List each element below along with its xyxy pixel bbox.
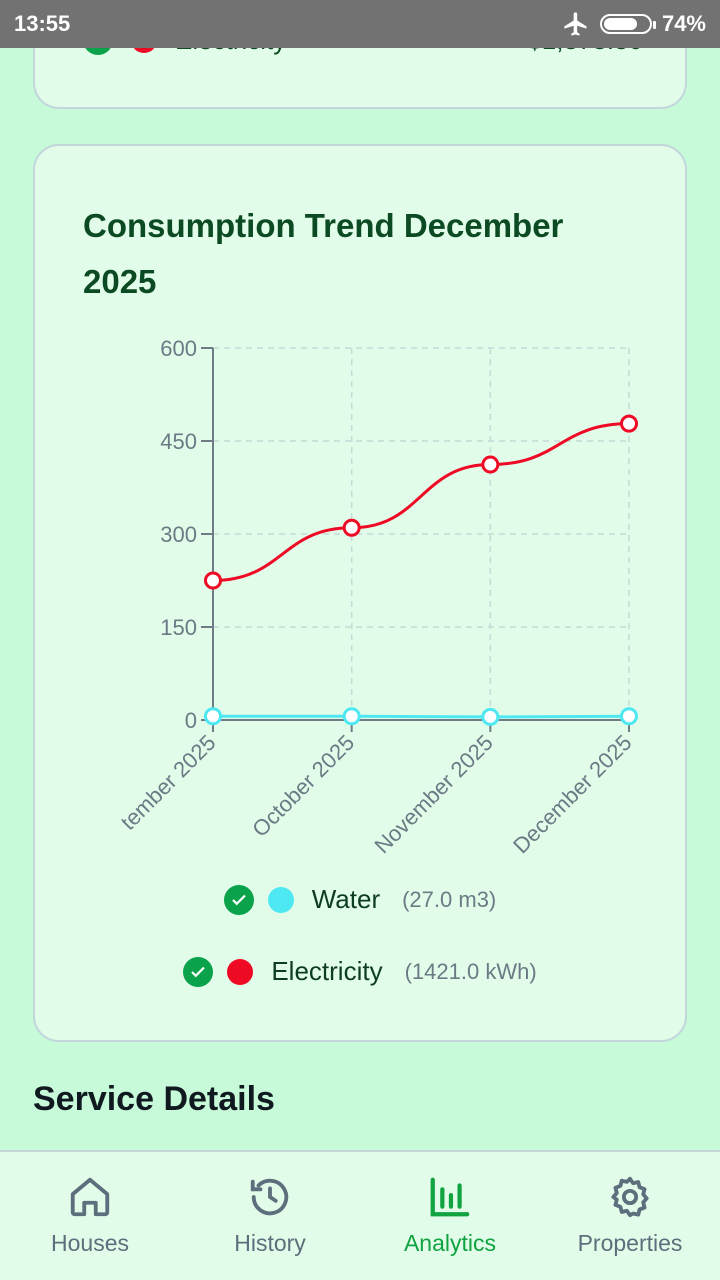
y-tick-label: 0: [185, 708, 197, 733]
data-point-water: [481, 707, 500, 726]
data-point-electricity: [204, 571, 222, 590]
x-tick-label: December 2025: [508, 730, 636, 858]
battery-icon: [599, 14, 656, 34]
x-tick-label: November 2025: [369, 730, 497, 858]
status-time: 13:55: [14, 11, 71, 36]
status-icons: 74%: [562, 10, 706, 38]
y-tick-label: 600: [160, 336, 197, 361]
battery-percent: 74%: [661, 11, 706, 36]
nav-label: History: [234, 1230, 306, 1256]
nav-item-houses[interactable]: Houses: [0, 1152, 180, 1280]
bar-chart-icon: [430, 1177, 470, 1217]
x-tick-label: October 2025: [247, 730, 359, 842]
check-icon[interactable]: [183, 956, 214, 987]
series-line-water: [213, 714, 630, 719]
battery-fill: [603, 18, 637, 30]
consumption-line-chart: 0 150 300 450 600 September 2025 October 2025 N…: [88, 336, 638, 863]
legend-item-electricity[interactable]: Electricity (1421.0 kWh): [35, 956, 685, 987]
nav-item-history[interactable]: History: [180, 1152, 360, 1280]
status-bar: 13:55 74%: [0, 0, 720, 48]
section-title-service-details: Service Details: [33, 1080, 275, 1118]
legend-name: Electricity: [271, 956, 383, 986]
nav-item-analytics[interactable]: Analytics: [360, 1152, 540, 1280]
legend-item-water[interactable]: Water (27.0 m3): [35, 884, 685, 915]
x-tick-label: September 2025: [88, 730, 221, 863]
nav-label: Analytics: [403, 1230, 497, 1256]
gear-icon: [611, 1176, 649, 1218]
y-tick-label: 300: [160, 522, 197, 547]
bottom-navigation: Houses History Analytics Properties: [0, 1150, 720, 1280]
data-point-water: [204, 707, 222, 726]
check-icon[interactable]: [223, 884, 254, 915]
airplane-mode-icon: [564, 12, 587, 36]
consumption-trend-card: Consumption Trend December 2025 0 150 300 4…: [33, 144, 687, 1042]
chart-title: Consumption Trend December 2025: [83, 207, 564, 300]
legend-value: (1421.0 kWh): [404, 958, 537, 984]
nav-label: Properties: [577, 1230, 683, 1256]
data-point-water: [342, 707, 361, 726]
legend-name: Water: [311, 884, 381, 914]
data-point-electricity: [342, 518, 361, 537]
nav-item-properties[interactable]: Properties: [540, 1152, 720, 1280]
nav-label: Houses: [51, 1230, 129, 1256]
house-icon: [70, 1177, 110, 1217]
y-tick-label: 150: [160, 615, 197, 640]
data-point-electricity: [620, 414, 638, 433]
electricity-color-dot: [227, 958, 254, 985]
water-color-dot: [267, 886, 294, 913]
history-icon: [250, 1178, 289, 1216]
data-point-electricity: [481, 455, 500, 474]
series-line-electricity: [212, 422, 630, 582]
y-tick-label: 450: [160, 429, 197, 454]
data-point-water: [620, 707, 638, 726]
legend-value: (27.0 m3): [402, 886, 497, 912]
